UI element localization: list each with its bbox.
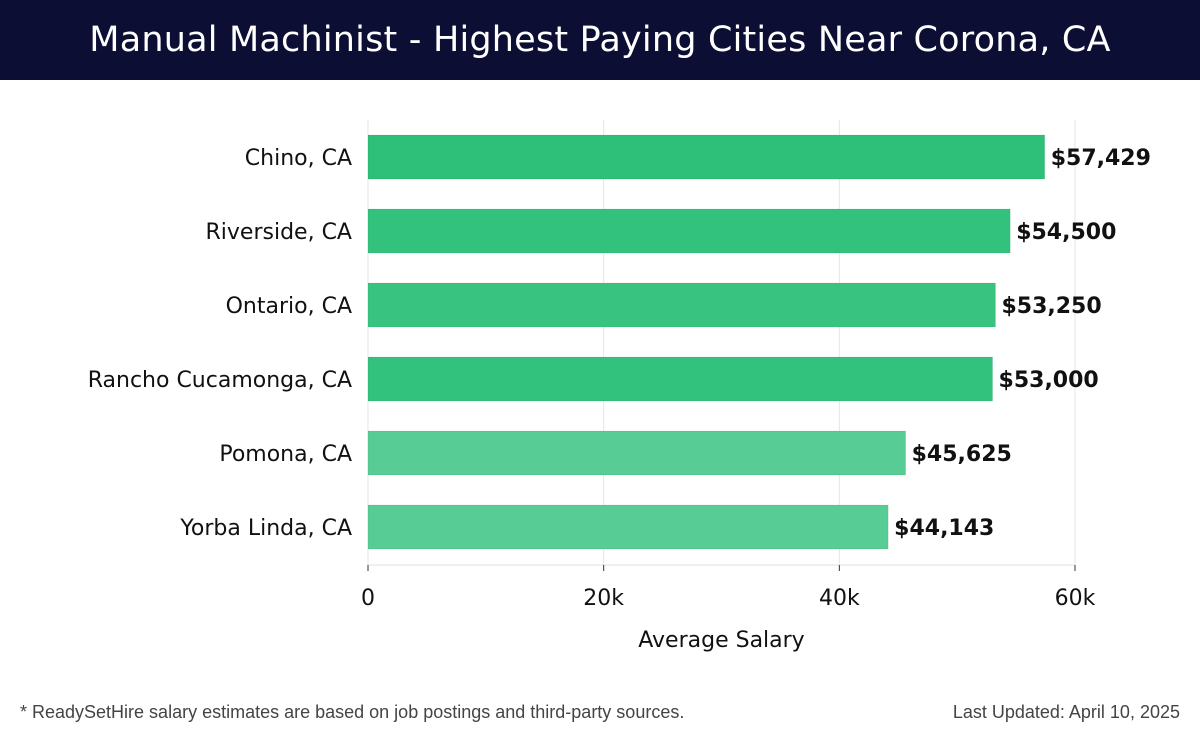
category-label: Chino, CA xyxy=(245,146,352,171)
bar xyxy=(367,134,1046,180)
data-label: $45,625 xyxy=(912,442,1012,467)
bar xyxy=(367,356,994,402)
x-tick-label: 0 xyxy=(361,586,375,611)
x-tick-label: 40k xyxy=(819,586,860,611)
x-tick-label: 20k xyxy=(583,586,624,611)
category-label: Yorba Linda, CA xyxy=(179,516,352,541)
data-label: $53,000 xyxy=(999,368,1099,393)
data-label: $57,429 xyxy=(1051,146,1151,171)
data-label: $53,250 xyxy=(1001,294,1101,319)
chart-title: Manual Machinist - Highest Paying Cities… xyxy=(89,20,1111,60)
chart-header: Manual Machinist - Highest Paying Cities… xyxy=(0,0,1200,80)
category-label: Rancho Cucamonga, CA xyxy=(88,368,352,393)
bar-chart: 0 20k 40k 60k Average Salary Chino, CA $57,429… xyxy=(88,120,1151,653)
bar xyxy=(367,504,889,550)
bar xyxy=(367,282,996,328)
data-label: $44,143 xyxy=(894,516,994,541)
category-label: Ontario, CA xyxy=(226,294,352,319)
last-updated: Last Updated: April 10, 2025 xyxy=(952,702,1180,722)
category-label: Riverside, CA xyxy=(206,220,352,245)
data-label: $54,500 xyxy=(1016,220,1116,245)
x-tick-label: 60k xyxy=(1055,586,1096,611)
bar xyxy=(367,430,907,476)
footer-note: * ReadySetHire salary estimates are base… xyxy=(20,702,685,722)
category-label: Pomona, CA xyxy=(219,442,352,467)
bar xyxy=(367,208,1011,254)
x-axis-label: Average Salary xyxy=(638,628,804,653)
